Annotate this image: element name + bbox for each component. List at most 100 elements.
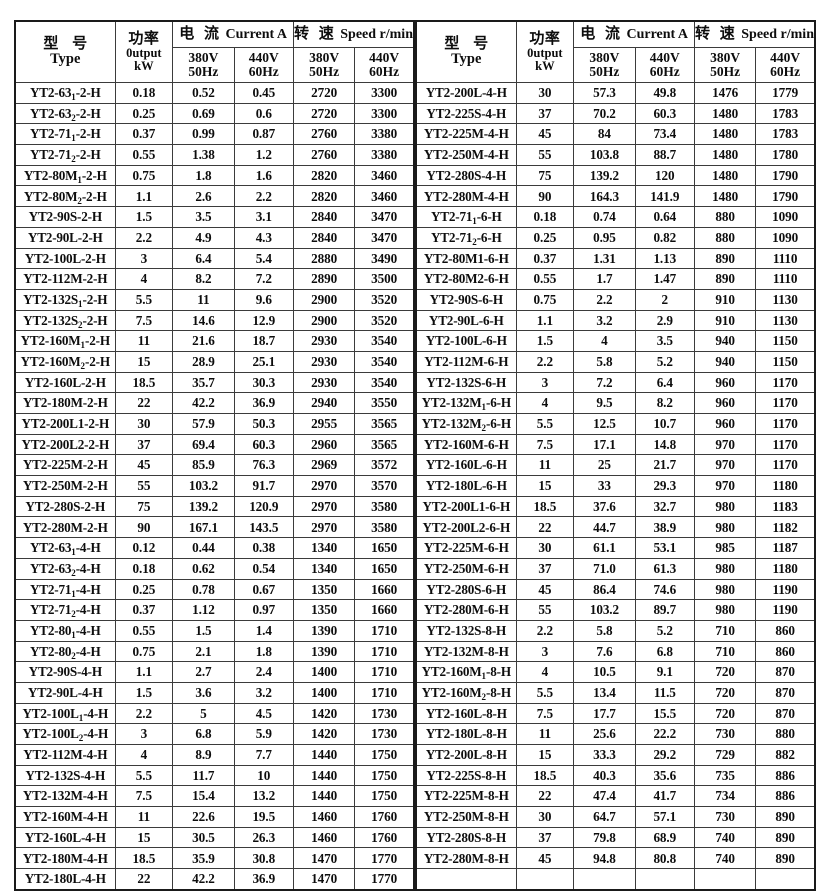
cell-speed-380v: 1400 — [292, 661, 356, 683]
header-output: 功率 0utput kW — [515, 20, 575, 83]
cell-output: 3 — [114, 723, 174, 745]
cell-current-380v: 0.99 — [172, 123, 235, 146]
cell-current-380v: 37.6 — [573, 495, 636, 518]
cell-speed-440v: 886 — [755, 764, 816, 787]
cell-type: YT2-631-4-H — [14, 537, 116, 559]
table-row: YT2-132M-4-H 7.5 15.4 13.2 1440 1750 — [14, 785, 415, 808]
cell-type: YT2-180L-4-H — [14, 868, 116, 891]
table-row: YT2-160M1-2-H 11 21.6 18.7 2930 3540 — [14, 330, 415, 352]
table-row: YT2-280M-2-H 90 167.1 143.5 2970 3580 — [14, 516, 415, 539]
cell-type: YT2-180L-8-H — [415, 723, 517, 745]
cell-type: YT2-250M-8-H — [415, 806, 517, 828]
cell-output: 30 — [515, 806, 575, 828]
cell-current-380v: 8.9 — [172, 744, 235, 766]
spec-table-right: 型 号 Type 功率 0utput kW 电 流 Current A 转 速 — [415, 20, 816, 891]
cell-speed-440v: 3565 — [354, 413, 415, 435]
cell-current-440v: 29.3 — [634, 475, 695, 497]
table-body-left: YT2-631-2-H 0.18 0.52 0.45 2720 3300 YT2-632-2… — [14, 82, 415, 891]
cell-speed-380v: 960 — [693, 413, 757, 435]
cell-type: YT2-180L-6-H — [415, 475, 517, 497]
table-row: YT2-801-4-H 0.55 1.5 1.4 1390 1710 — [14, 619, 415, 642]
table-row: YT2-160L-6-H 11 25 21.7 970 1170 — [415, 454, 816, 477]
table-row: YT2-160M1-8-H 4 10.5 9.1 720 870 — [415, 661, 816, 683]
cell-current-440v: 88.7 — [634, 144, 695, 166]
table-row: YT2-80M2-2-H 1.1 2.6 2.2 2820 3460 — [14, 185, 415, 208]
cell-speed-380v: 2970 — [292, 516, 356, 539]
cell-output: 22 — [114, 392, 174, 414]
cell-current-380v: 71.0 — [573, 557, 636, 580]
table-row: YT2-80M2-6-H 0.55 1.7 1.47 890 1110 — [415, 268, 816, 290]
cell-speed-380v: 960 — [693, 392, 757, 414]
cell-current-440v: 38.9 — [634, 516, 695, 539]
cell-current-440v: 0.54 — [233, 557, 294, 580]
cell-speed-440v: 1760 — [354, 826, 415, 849]
cell-speed-440v: 1710 — [354, 681, 415, 704]
cell-type: YT2-100L1-4-H — [14, 702, 116, 725]
cell-current-380v: 167.1 — [172, 516, 235, 539]
header-speed-cn: 转 速 — [694, 25, 738, 42]
cell-speed-440v: 3500 — [354, 268, 415, 290]
cell-current-440v: 5.2 — [634, 350, 695, 373]
cell-current-440v: 14.8 — [634, 433, 695, 456]
cell-current-380v — [573, 868, 636, 891]
header-speed-440v-volt: 440V — [770, 50, 801, 66]
cell-current-380v: 7.2 — [573, 371, 636, 394]
cell-speed-440v: 3460 — [354, 164, 415, 187]
cell-current-380v: 5.8 — [573, 350, 636, 373]
cell-type: YT2-90L-6-H — [415, 309, 517, 332]
cell-speed-380v: 2720 — [292, 82, 356, 104]
cell-type: YT2-180M-4-H — [14, 847, 116, 870]
cell-output: 0.37 — [515, 247, 575, 270]
cell-current-440v: 35.6 — [634, 764, 695, 787]
cell-type: YT2-112M-4-H — [14, 744, 116, 766]
cell-current-380v: 5.8 — [573, 619, 636, 642]
cell-type: YT2-112M-6-H — [415, 350, 517, 373]
table-row: YT2-132S2-2-H 7.5 14.6 12.9 2900 3520 — [14, 309, 415, 332]
cell-output: 55 — [114, 475, 174, 497]
header-type-en: Type — [50, 51, 81, 68]
cell-output: 1.1 — [114, 661, 174, 683]
table-row: YT2-90S-6-H 0.75 2.2 2 910 1130 — [415, 288, 816, 311]
cell-speed-440v: 1710 — [354, 619, 415, 642]
cell-speed-440v: 1770 — [354, 868, 415, 891]
table-row: YT2-90S-2-H 1.5 3.5 3.1 2840 3470 — [14, 206, 415, 228]
cell-current-380v: 1.5 — [172, 619, 235, 642]
cell-type: YT2-280S-8-H — [415, 826, 517, 849]
cell-current-440v: 1.2 — [233, 144, 294, 166]
cell-current-440v: 7.2 — [233, 268, 294, 290]
cell-output: 11 — [515, 454, 575, 477]
table-row: YT2-200L1-6-H 18.5 37.6 32.7 980 1183 — [415, 495, 816, 518]
cell-speed-380v: 985 — [693, 537, 757, 559]
cell-current-380v: 57.3 — [573, 82, 636, 104]
cell-current-380v: 103.2 — [172, 475, 235, 497]
cell-current-380v: 30.5 — [172, 826, 235, 849]
cell-current-380v: 2.6 — [172, 185, 235, 208]
cell-type: YT2-90S-4-H — [14, 661, 116, 683]
cell-current-440v: 0.82 — [634, 226, 695, 249]
cell-current-380v: 85.9 — [172, 454, 235, 477]
cell-output: 11 — [515, 723, 575, 745]
cell-current-380v: 42.2 — [172, 392, 235, 414]
table-row: YT2-112M-2-H 4 8.2 7.2 2890 3500 — [14, 268, 415, 290]
header-current-380v-freq: 50Hz — [589, 64, 620, 79]
cell-current-440v: 80.8 — [634, 847, 695, 870]
cell-speed-380v: 960 — [693, 371, 757, 394]
cell-output: 0.37 — [114, 599, 174, 621]
cell-speed-440v: 3520 — [354, 288, 415, 311]
cell-current-380v: 25 — [573, 454, 636, 477]
table-row: YT2-132S1-2-H 5.5 11 9.6 2900 3520 — [14, 288, 415, 311]
cell-current-440v: 41.7 — [634, 785, 695, 808]
table-row: YT2-225M-6-H 30 61.1 53.1 985 1187 — [415, 537, 816, 559]
cell-speed-440v: 880 — [755, 723, 816, 745]
cell-speed-380v: 1470 — [292, 868, 356, 891]
cell-current-440v: 60.3 — [634, 102, 695, 125]
cell-output: 45 — [515, 123, 575, 146]
cell-speed-440v: 860 — [755, 640, 816, 663]
table-row: YT2-100L2-4-H 3 6.8 5.9 1420 1730 — [14, 723, 415, 745]
table-row: YT2-250M-4-H 55 103.8 88.7 1480 1780 — [415, 144, 816, 166]
cell-current-440v: 5.4 — [233, 247, 294, 270]
cell-current-440v — [634, 868, 695, 891]
cell-speed-440v: 870 — [755, 661, 816, 683]
cell-current-440v: 21.7 — [634, 454, 695, 477]
cell-speed-380v: 1476 — [693, 82, 757, 104]
